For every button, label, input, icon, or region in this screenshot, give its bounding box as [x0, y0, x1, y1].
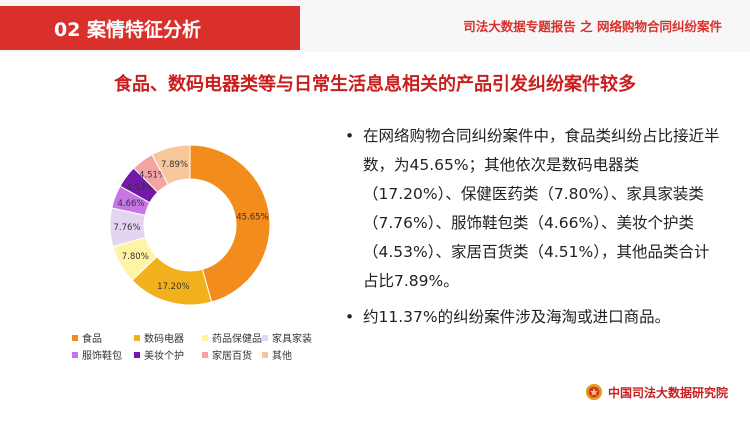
donut-chart: 45.65% 17.20% 7.80% 7.76% 4.66% 4.53% 4.51%7.8…	[109, 144, 271, 306]
legend-item: 家居百货	[202, 347, 252, 362]
donut-slice-8	[151, 144, 191, 186]
legend-item: 美妆个护	[134, 347, 184, 362]
legend-swatch	[262, 351, 268, 358]
donut-data-label: 17.20%	[157, 282, 189, 292]
bullet-marker: •	[345, 127, 355, 145]
section-title: 02 案情特征分析	[54, 19, 202, 41]
donut-slice-1	[189, 144, 271, 303]
donut-data-label: 7.76%	[114, 223, 141, 233]
donut-data-label: 4.53%	[126, 183, 153, 193]
bullet-text-import: 约11.37%的纠纷案件涉及海淘或进口商品。	[363, 308, 671, 326]
slide-heading: 食品、数码电器类等与日常生活息息相关的产品引发纠纷案件较多	[114, 74, 636, 95]
legend-label: 美妆个护	[144, 351, 184, 362]
legend-item: 其他	[262, 347, 292, 362]
footer-org-name: 中国司法大数据研究院	[608, 386, 729, 400]
legend-swatch	[202, 334, 208, 341]
donut-data-label: 7.80%	[122, 252, 149, 262]
legend-label: 食品	[82, 334, 102, 345]
donut-data-label: 45.65%	[236, 212, 268, 222]
legend-swatch	[262, 334, 268, 341]
donut-data-label: 7.89%	[161, 160, 188, 170]
legend-swatch	[72, 334, 78, 341]
bullet-list: • 在网络购物合同纠纷案件中，食品类纠纷占比接近半数，为45.65%；其他依次是…	[345, 122, 720, 332]
legend-label: 其他	[272, 351, 292, 362]
legend-label: 家具家装	[272, 334, 312, 345]
bullet-marker: •	[345, 308, 355, 326]
donut-data-label: 4.66%	[118, 199, 145, 209]
section-tab	[0, 6, 300, 50]
legend-item: 数码电器	[134, 330, 184, 345]
court-emblem-icon	[585, 383, 603, 401]
report-name: 司法大数据专题报告 之 网络购物合同纠纷案件	[463, 19, 722, 34]
legend-swatch	[72, 351, 78, 358]
bullet-item-share: • 在网络购物合同纠纷案件中，食品类纠纷占比接近半数，为45.65%；其他依次是…	[345, 122, 720, 296]
bullet-item-import: • 约11.37%的纠纷案件涉及海淘或进口商品。	[345, 303, 720, 332]
donut-data-label: 4.51%	[139, 170, 166, 180]
legend-item: 家具家装	[262, 330, 312, 345]
legend-swatch	[134, 351, 140, 358]
legend-swatch	[202, 351, 208, 358]
legend-item: 服饰鞋包	[72, 347, 122, 362]
legend-label: 服饰鞋包	[82, 351, 122, 362]
legend-item: 药品保健品	[202, 330, 262, 345]
legend-item: 食品	[72, 330, 102, 345]
legend-label: 家居百货	[212, 351, 252, 362]
bullet-text-share: 在网络购物合同纠纷案件中，食品类纠纷占比接近半数，为45.65%；其他依次是数码…	[363, 127, 720, 290]
legend-label: 药品保健品	[212, 334, 262, 345]
legend-label: 数码电器	[144, 334, 184, 345]
legend-swatch	[134, 334, 140, 341]
